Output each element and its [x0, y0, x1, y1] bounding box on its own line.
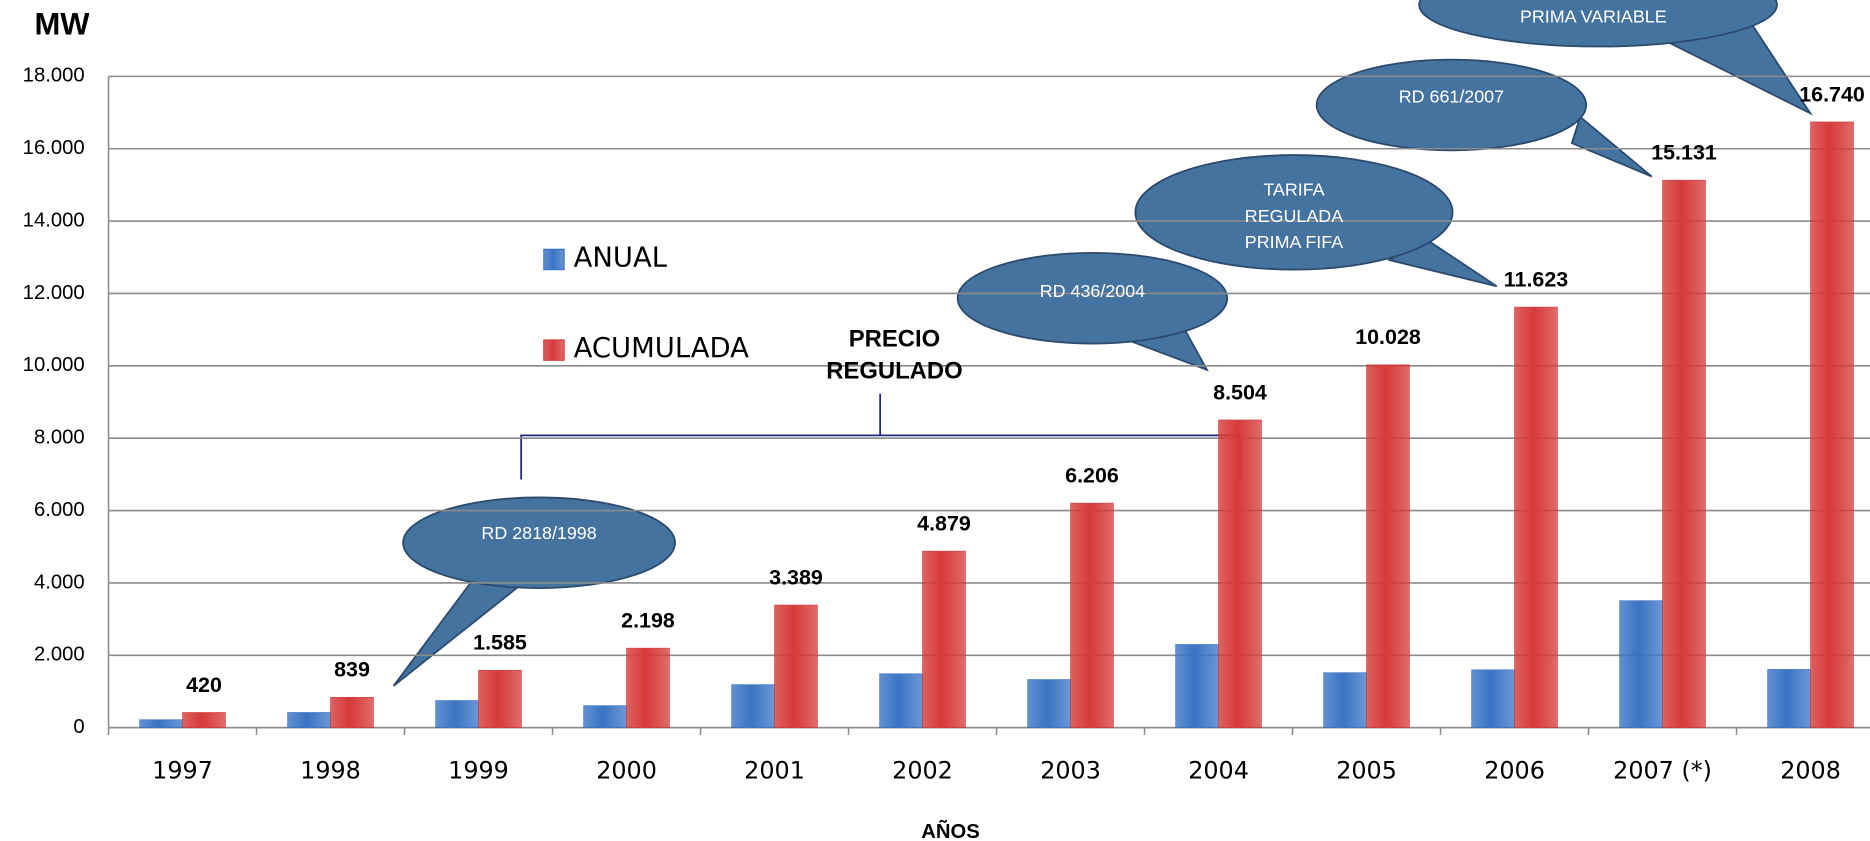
bar	[1810, 121, 1854, 728]
callout-label: RD 661/2007	[1399, 87, 1504, 107]
y-tick-label: 14.000	[23, 209, 85, 231]
bar	[287, 712, 331, 728]
bar	[1471, 669, 1515, 728]
y-tick-label: 10.000	[23, 354, 85, 376]
y-tick-label: 16.000	[23, 137, 85, 159]
bar	[182, 712, 226, 728]
y-tick-label: 12.000	[23, 282, 85, 304]
y-tick-label: 0	[73, 716, 84, 738]
x-tick-label: 2008	[1780, 756, 1841, 784]
legend-label: ACUMULADA	[574, 333, 750, 364]
legend-swatch	[543, 248, 565, 271]
x-tick-label: 2007 (*)	[1613, 756, 1712, 784]
data-label: 10.028	[1355, 325, 1421, 349]
callout-bubble	[956, 252, 1229, 345]
data-label: 15.131	[1651, 141, 1717, 165]
x-tick-label: 1997	[152, 756, 213, 784]
callout	[956, 252, 1229, 372]
callout-label: PRIMA FIFA	[1245, 232, 1343, 252]
bar	[583, 705, 627, 728]
data-label: 839	[334, 658, 370, 682]
bar	[139, 719, 183, 728]
bar	[626, 647, 670, 728]
bar	[922, 550, 966, 728]
bar	[1175, 644, 1219, 728]
data-label: 420	[186, 673, 222, 697]
data-label: 8.504	[1213, 380, 1267, 404]
x-axis-label: AÑOS	[921, 820, 980, 841]
x-tick-label: 2006	[1484, 756, 1545, 784]
bar	[1662, 179, 1706, 728]
bar	[1514, 306, 1558, 728]
x-tick-label: 2000	[596, 756, 657, 784]
data-label: 16.740	[1799, 82, 1865, 106]
legend-label: ANUAL	[574, 242, 668, 273]
x-tick-label: 1999	[448, 756, 509, 784]
bar	[1070, 502, 1114, 728]
callouts	[392, 0, 1813, 687]
y-axis-label: MW	[34, 6, 90, 41]
bar	[731, 684, 775, 728]
y-tick-label: 18.000	[23, 65, 85, 87]
callout-bubble	[1315, 58, 1588, 152]
annotation-label: REGULADO	[826, 357, 962, 384]
legend-swatch	[543, 339, 565, 361]
x-tick-label: 2003	[1040, 756, 1101, 784]
callout	[1315, 58, 1653, 178]
bar	[1619, 600, 1663, 728]
data-label: 2.198	[621, 609, 675, 633]
y-tick-label: 6.000	[34, 499, 85, 521]
bracket	[520, 434, 1242, 480]
data-label: 3.389	[769, 565, 823, 589]
callout-label: RD 2818/1998	[481, 523, 596, 543]
callout	[1418, 0, 1813, 116]
data-label: 4.879	[917, 512, 971, 536]
callout-bubble	[402, 496, 676, 589]
bar	[1767, 669, 1811, 728]
bar	[478, 670, 522, 728]
data-label: 6.206	[1065, 464, 1119, 488]
x-tick-label: 2004	[1188, 756, 1249, 784]
bar	[879, 673, 923, 728]
callout-pointer	[1570, 115, 1653, 178]
data-label: 1.585	[473, 631, 527, 655]
y-tick-label: 2.000	[34, 644, 85, 666]
bar	[435, 700, 479, 728]
data-label: 11.623	[1504, 268, 1568, 292]
callout	[392, 496, 676, 687]
bar	[1366, 364, 1410, 728]
callout-bubble	[1418, 0, 1778, 48]
x-tick-label: 2001	[744, 756, 805, 784]
bar	[774, 604, 818, 728]
callout	[1134, 154, 1498, 288]
bar	[330, 697, 374, 728]
callout-label: REGULADA	[1245, 206, 1343, 226]
y-tick-label: 8.000	[34, 427, 85, 449]
x-tick-label: 1998	[300, 756, 361, 784]
annotation-label: PRECIO	[849, 325, 940, 352]
bar	[1218, 419, 1262, 728]
bar	[1323, 672, 1367, 728]
x-tick-label: 2002	[892, 756, 953, 784]
x-tick-label: 2005	[1336, 756, 1397, 784]
callout-label: TARIFA	[1263, 180, 1324, 200]
callout-bubble	[1134, 154, 1454, 271]
y-tick-label: 4.000	[34, 571, 85, 593]
callout-label: PRIMA VARIABLE	[1520, 7, 1667, 27]
bar	[1027, 679, 1071, 728]
callout-label: RD 436/2004	[1040, 281, 1145, 301]
